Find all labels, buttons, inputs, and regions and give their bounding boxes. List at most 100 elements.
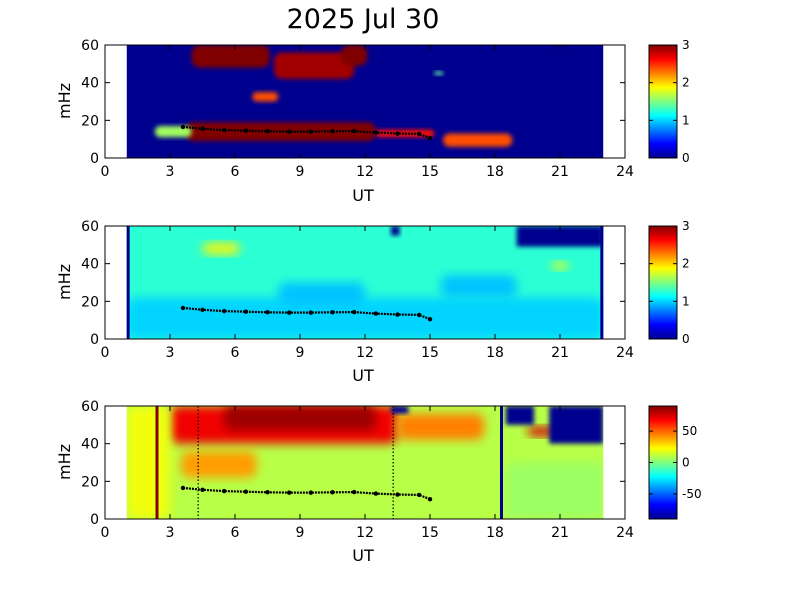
no-data-left	[105, 45, 127, 158]
x-tick-label: 3	[166, 525, 175, 541]
x-tick-label: 0	[101, 525, 110, 541]
plot-area	[105, 226, 625, 339]
x-tick-label: 24	[616, 164, 634, 180]
x-tick-label: 15	[421, 525, 439, 541]
colorbar-tick-label: 2	[682, 76, 690, 90]
y-tick-label: 20	[81, 474, 99, 490]
y-tick-label: 60	[81, 38, 99, 54]
y-tick-label: 0	[90, 332, 99, 348]
peak-trace-point	[180, 305, 186, 311]
data-gap	[505, 406, 534, 425]
x-tick-label: 21	[551, 164, 569, 180]
y-tick-label: 60	[81, 219, 99, 235]
colorbar-gradient	[648, 44, 678, 159]
heatmap-region	[202, 242, 240, 255]
heatmap-region	[505, 462, 604, 519]
x-tick-label: 6	[231, 164, 240, 180]
colorbar-tick-label: 50	[682, 424, 697, 438]
heatmap-region	[443, 133, 513, 147]
peak-trace-point	[180, 485, 186, 491]
heatmap-region	[252, 92, 279, 102]
peak-trace-point	[221, 308, 227, 314]
chart-title: 2025 Jul 30	[287, 4, 440, 35]
colorbar-tick-label: 2	[682, 257, 690, 271]
heatmap-region	[278, 282, 365, 306]
x-tick-label: 12	[356, 345, 374, 361]
peak-trace-point	[351, 489, 357, 495]
colorbar-tick-label: 1	[682, 294, 690, 308]
peak-trace-point	[200, 126, 205, 132]
peak-trace-point	[330, 310, 335, 315]
x-axis-label: UT	[352, 546, 374, 565]
plot-area	[105, 45, 625, 158]
peak-trace-point	[243, 489, 249, 494]
no-data-left	[105, 226, 127, 339]
data-gap	[549, 406, 604, 444]
plot-area	[105, 406, 625, 519]
y-tick-label: 20	[81, 294, 99, 310]
peak-trace-point	[243, 309, 249, 314]
no-data-left	[105, 406, 127, 519]
heatmap-region	[551, 261, 569, 270]
peak-trace-point	[373, 491, 379, 496]
vertical-marker	[500, 406, 503, 519]
y-tick-label: 60	[81, 399, 99, 415]
heatmap-region	[440, 274, 517, 298]
vertical-marker	[155, 406, 159, 519]
x-tick-label: 18	[486, 345, 504, 361]
heatmap-region	[191, 45, 270, 68]
colorbar-tick-label: 1	[682, 113, 690, 127]
x-tick-label: 9	[296, 525, 305, 541]
peak-trace-point	[308, 129, 314, 134]
peak-trace-point	[416, 131, 422, 137]
peak-trace-point	[265, 129, 270, 134]
peak-trace-point	[373, 130, 379, 135]
colorbar-tick-label: 3	[682, 38, 690, 52]
peak-trace-point	[395, 312, 400, 317]
x-tick-label: 24	[616, 525, 634, 541]
peak-trace-point	[416, 312, 422, 318]
data-gap	[391, 406, 409, 414]
x-tick-label: 12	[356, 164, 374, 180]
peak-trace-point	[427, 497, 433, 502]
peak-trace-point	[308, 310, 314, 315]
data-gap	[391, 226, 400, 236]
window-edge-right	[600, 226, 604, 339]
x-tick-label: 3	[166, 164, 175, 180]
heatmap-region	[126, 406, 170, 519]
peak-trace-point	[395, 131, 400, 136]
peak-trace-point	[286, 490, 292, 495]
heatmap-region	[224, 406, 376, 431]
colorbar-tick-label: 0	[682, 151, 690, 165]
x-tick-label: 24	[616, 345, 634, 361]
heatmap-region	[180, 451, 257, 478]
peak-trace-point	[427, 136, 433, 141]
y-tick-label: 40	[81, 437, 99, 453]
colorbar-gradient	[648, 225, 678, 340]
data-gap	[516, 226, 604, 247]
peak-trace-point	[308, 490, 314, 495]
heatmap-region	[126, 297, 604, 339]
peak-trace-point	[427, 317, 433, 322]
window-edge-left	[126, 226, 130, 339]
x-tick-label: 0	[101, 345, 110, 361]
heatmap-region	[527, 426, 556, 437]
heatmap-region	[397, 413, 485, 440]
peak-trace-point	[243, 128, 249, 133]
peak-trace-point	[221, 488, 227, 494]
colorbar-gradient	[648, 405, 678, 520]
peak-trace-point	[330, 490, 335, 495]
peak-trace-point	[221, 127, 227, 133]
colorbar-tick-label: -50	[682, 487, 702, 501]
colorbar: 0 1 2 3	[648, 219, 690, 346]
x-tick-label: 18	[486, 525, 504, 541]
peak-trace-point	[180, 124, 186, 130]
peak-trace-point	[286, 129, 292, 134]
colorbar-tick-label: 3	[682, 219, 690, 233]
peak-trace-point	[351, 309, 357, 315]
x-tick-label: 9	[296, 164, 305, 180]
x-tick-label: 3	[166, 345, 175, 361]
